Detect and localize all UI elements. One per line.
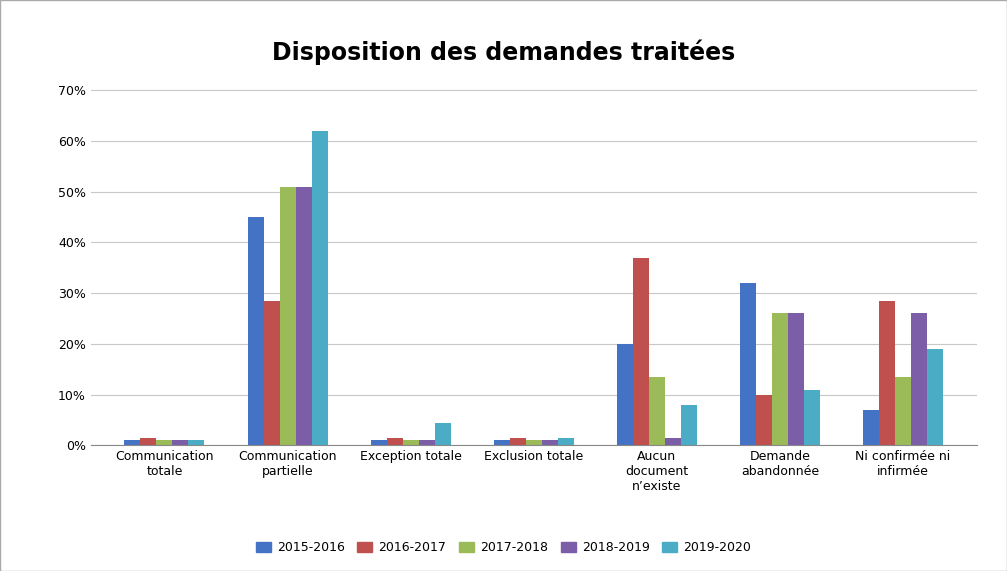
Bar — [295, 187, 311, 445]
Bar — [616, 344, 632, 445]
Bar — [526, 440, 542, 445]
Bar — [280, 187, 295, 445]
Bar — [756, 395, 771, 445]
Bar — [311, 131, 327, 445]
Bar — [649, 377, 665, 445]
Bar — [863, 410, 879, 445]
Bar — [403, 440, 419, 445]
Bar — [493, 440, 510, 445]
Bar — [419, 440, 435, 445]
Bar — [248, 217, 264, 445]
Bar — [156, 440, 172, 445]
Bar — [879, 301, 895, 445]
Bar — [125, 440, 140, 445]
Bar — [510, 438, 526, 445]
Bar — [435, 423, 450, 445]
Bar — [371, 440, 387, 445]
Legend: 2015-2016, 2016-2017, 2017-2018, 2018-2019, 2019-2020: 2015-2016, 2016-2017, 2017-2018, 2018-20… — [251, 536, 756, 559]
Bar — [140, 438, 156, 445]
Bar — [787, 313, 804, 445]
Bar — [895, 377, 911, 445]
Bar — [681, 405, 697, 445]
Bar — [771, 313, 787, 445]
Bar — [558, 438, 574, 445]
Bar — [804, 389, 820, 445]
Bar — [911, 313, 926, 445]
Bar — [926, 349, 943, 445]
Bar — [665, 438, 681, 445]
Bar — [264, 301, 280, 445]
Bar — [387, 438, 403, 445]
Bar — [740, 283, 756, 445]
Bar — [188, 440, 204, 445]
Bar — [172, 440, 188, 445]
Text: Disposition des demandes traitées: Disposition des demandes traitées — [272, 40, 735, 66]
Bar — [542, 440, 558, 445]
Bar — [632, 258, 649, 445]
